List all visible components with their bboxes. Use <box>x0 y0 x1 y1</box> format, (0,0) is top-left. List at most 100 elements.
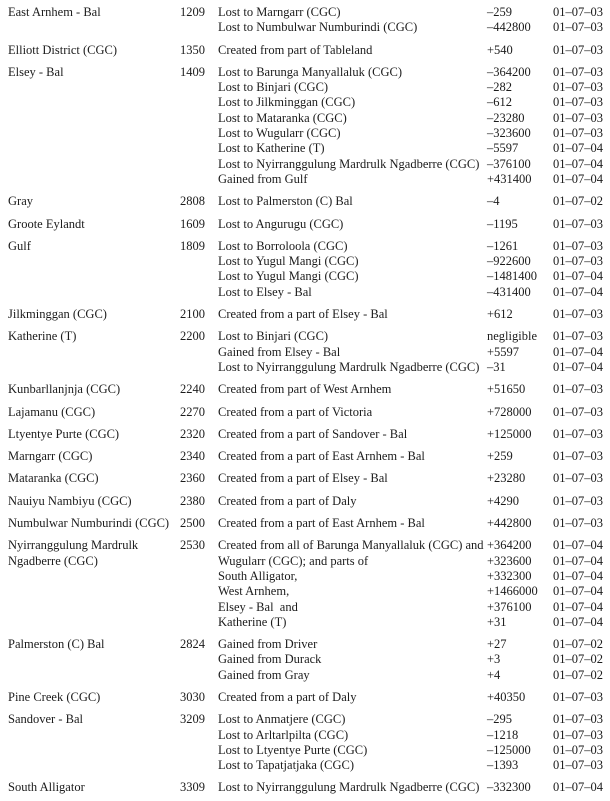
change-row: Lost to Barunga Manyallaluk (CGC) –36420… <box>218 65 610 80</box>
area-code: 2380 <box>180 493 205 508</box>
change-value: –5597 <box>487 141 519 156</box>
change-list: Created from a part of Elsey - Bal +2328… <box>218 471 610 486</box>
change-value: +4 <box>487 667 501 682</box>
change-description: Lost to Nyirranggulung Mardrulk Ngadberr… <box>218 780 480 795</box>
change-description: Lost to Numbulwar Numburindi (CGC) <box>218 20 418 35</box>
area-code: 2270 <box>180 404 205 419</box>
change-list: Lost to Nyirranggulung Mardrulk Ngadberr… <box>218 780 610 795</box>
change-list: Created from a part of Daly +40350 01–07… <box>218 690 610 705</box>
change-date: 01–07–03 <box>553 471 603 486</box>
change-value: +728000 <box>487 404 532 419</box>
change-date: 01–07–03 <box>553 329 603 344</box>
change-value: –1195 <box>487 216 518 231</box>
change-description: Lost to Borroloola (CGC) <box>218 238 348 253</box>
change-description: Lost to Elsey - Bal <box>218 284 312 299</box>
change-description: Created from all of Barunga Manyallaluk … <box>218 538 484 553</box>
change-value: +31 <box>487 614 507 629</box>
change-row: Created from a part of Victoria +728000 … <box>218 405 610 420</box>
change-value: +1466000 <box>487 584 538 599</box>
area-code: 1609 <box>180 216 205 231</box>
change-date: 01–07–04 <box>553 599 603 614</box>
change-description: Created from a part of Sandover - Bal <box>218 426 408 441</box>
area-code: 2240 <box>180 382 205 397</box>
change-description: Lost to Nyirranggulung Mardrulk Ngadberr… <box>218 359 480 374</box>
area-code: 2200 <box>180 329 205 344</box>
change-row: Elsey - Bal and +376100 01–07–04 <box>218 600 610 615</box>
change-date: 01–07–03 <box>553 307 603 322</box>
change-row: Lost to Nyirranggulung Mardrulk Ngadberr… <box>218 360 610 375</box>
area-name: Nyirranggulung Mardrulk Ngadberre (CGC) <box>8 538 139 568</box>
change-value: –612 <box>487 95 512 110</box>
change-row: Gained from Gulf +431400 01–07–04 <box>218 172 610 187</box>
change-date: 01–07–04 <box>553 780 603 795</box>
change-value: +27 <box>487 637 507 652</box>
change-date: 01–07–03 <box>553 110 603 125</box>
change-list: Lost to Palmerston (C) Bal –4 01–07–02 <box>218 194 610 209</box>
change-description: West Arnhem, <box>218 584 290 599</box>
change-description: Lost to Mataranka (CGC) <box>218 110 347 125</box>
change-description: Lost to Marngarr (CGC) <box>218 5 341 19</box>
change-date: 01–07–03 <box>553 404 603 419</box>
change-date: 01–07–02 <box>553 194 603 209</box>
area-name: Gray <box>8 194 33 209</box>
change-value: –295 <box>487 712 512 727</box>
change-date: 01–07–03 <box>553 64 603 79</box>
change-value: +376100 <box>487 599 532 614</box>
change-date: 01–07–03 <box>553 238 603 253</box>
change-date: 01–07–04 <box>553 156 603 171</box>
area-code: 3030 <box>180 689 205 704</box>
change-list: Created from a part of East Arnhem - Bal… <box>218 449 610 464</box>
change-value: –125000 <box>487 742 531 757</box>
change-row: Lost to Tapatjatjaka (CGC) –1393 01–07–0… <box>218 758 610 773</box>
change-description: Lost to Binjari (CGC) <box>218 80 329 95</box>
area-code: 2360 <box>180 471 205 486</box>
change-date: 01–07–04 <box>553 614 603 629</box>
table-row: Groote Eylandt 1609 Lost to Angurugu (CG… <box>8 217 610 232</box>
change-description: Gained from Durack <box>218 652 322 667</box>
change-date: 01–07–03 <box>553 689 603 704</box>
change-value: –31 <box>487 359 506 374</box>
change-row: Lost to Mataranka (CGC) –23280 01–07–03 <box>218 111 610 126</box>
table-row: Elsey - Bal 1409 Lost to Barunga Manyall… <box>8 65 610 187</box>
change-date: 01–07–04 <box>553 553 603 568</box>
table-row: Lajamanu (CGC) 2270 Created from a part … <box>8 405 610 420</box>
table-row: Katherine (T) 2200 Lost to Binjari (CGC)… <box>8 329 610 375</box>
table-row: Gulf 1809 Lost to Borroloola (CGC) –1261… <box>8 239 610 300</box>
change-row: Lost to Borroloola (CGC) –1261 01–07–03 <box>218 239 610 254</box>
change-date: 01–07–03 <box>553 42 603 57</box>
table-row: Mataranka (CGC) 2360 Created from a part… <box>8 471 610 486</box>
change-date: 01–07–03 <box>553 426 603 441</box>
change-value: –364200 <box>487 64 531 79</box>
change-list: Created from a part of Victoria +728000 … <box>218 405 610 420</box>
change-row: Lost to Nyirranggulung Mardrulk Ngadberr… <box>218 157 610 172</box>
change-value: +23280 <box>487 471 526 486</box>
area-name: Ltyentye Purte (CGC) <box>8 426 120 441</box>
change-date: 01–07–03 <box>553 493 603 508</box>
change-description: Lost to Angurugu (CGC) <box>218 216 344 231</box>
change-list: Created from a part of Daly +4290 01–07–… <box>218 494 610 509</box>
change-description: Lost to Anmatjere (CGC) <box>218 712 346 727</box>
change-row: Gained from Driver +27 01–07–02 <box>218 637 610 652</box>
change-value: +259 <box>487 449 513 464</box>
change-description: Gained from Gray <box>218 667 310 682</box>
change-date: 01–07–04 <box>553 584 603 599</box>
table-row: Sandover - Bal 3209 Lost to Anmatjere (C… <box>8 712 610 773</box>
table-row: Nauiyu Nambiyu (CGC) 2380 Created from a… <box>8 494 610 509</box>
change-date: 01–07–03 <box>553 516 603 531</box>
change-date: 01–07–02 <box>553 637 603 652</box>
change-value: +4290 <box>487 493 520 508</box>
change-description: Gained from Elsey - Bal <box>218 344 341 359</box>
change-description: Lost to Palmerston (C) Bal <box>218 194 353 209</box>
change-row: Lost to Katherine (T) –5597 01–07–04 <box>218 141 610 156</box>
area-code: 2808 <box>180 194 205 209</box>
change-row: Created from a part of Elsey - Bal +612 … <box>218 307 610 322</box>
change-row: Lost to Binjari (CGC) –282 01–07–03 <box>218 80 610 95</box>
change-date: 01–07–04 <box>553 171 603 186</box>
change-row: Created from all of Barunga Manyallaluk … <box>218 538 610 553</box>
change-date: 01–07–04 <box>553 269 603 284</box>
change-date: 01–07–03 <box>553 80 603 95</box>
table-row: Kunbarllanjnja (CGC) 2240 Created from p… <box>8 382 610 397</box>
change-row: Lost to Palmerston (C) Bal –4 01–07–02 <box>218 194 610 209</box>
table-row: Pine Creek (CGC) 3030 Created from a par… <box>8 690 610 705</box>
change-row: Lost to Wugularr (CGC) –323600 01–07–03 <box>218 126 610 141</box>
